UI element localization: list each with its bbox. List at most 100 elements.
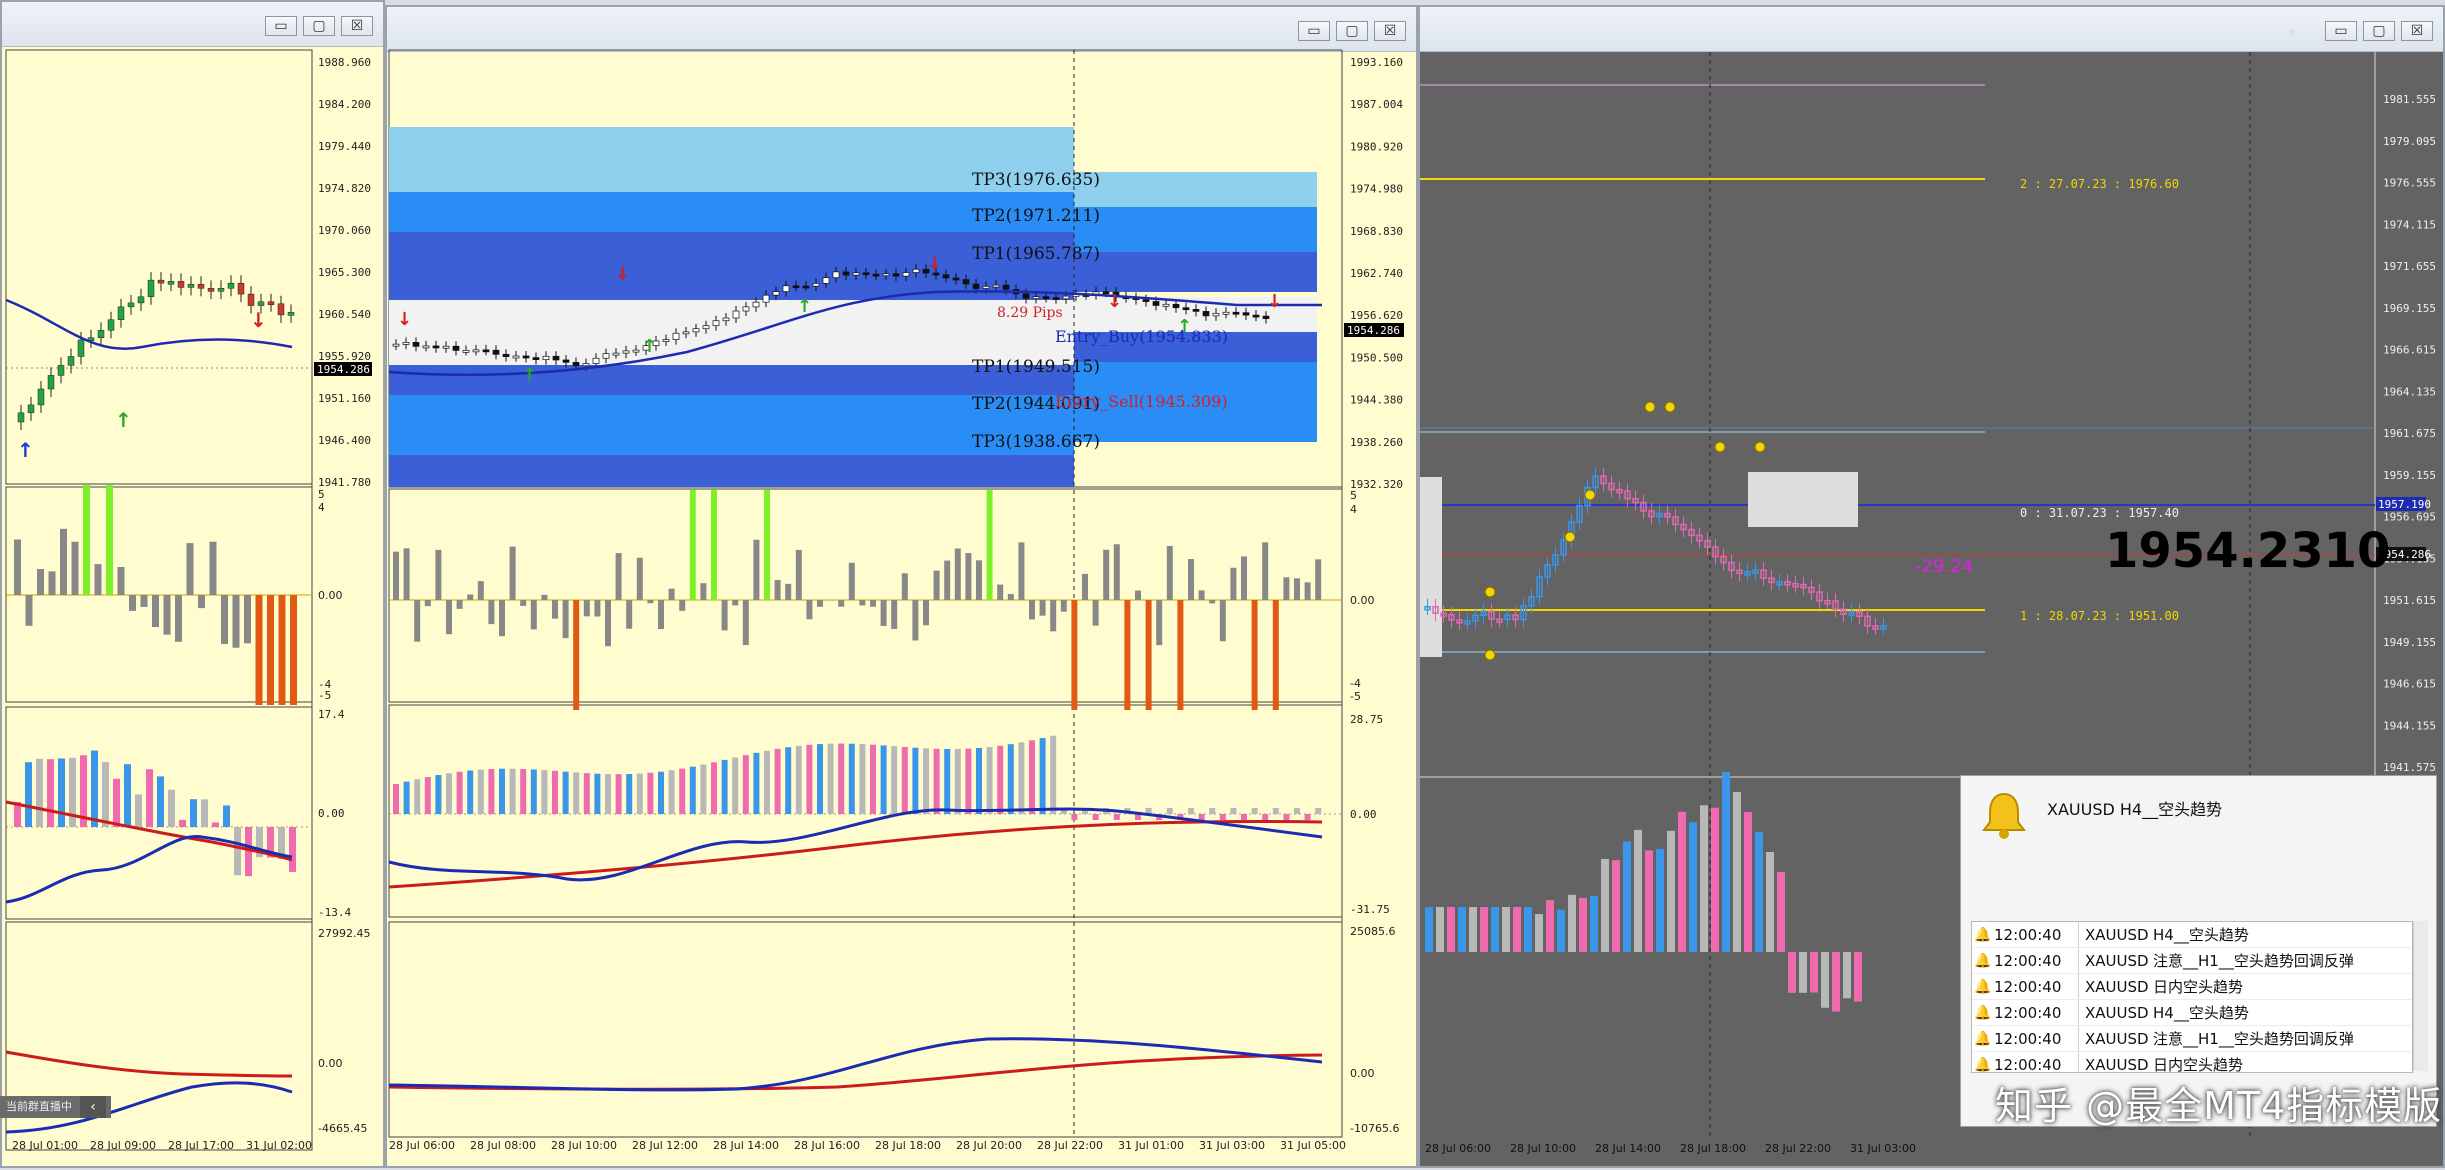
- tooltip-collapse-button[interactable]: ‹: [80, 1096, 106, 1118]
- ind-bar: [1645, 850, 1653, 952]
- alert-scrollbar[interactable]: [2413, 921, 2428, 1071]
- price-label: 1969.155: [2383, 302, 2436, 315]
- ind-bar: [1634, 830, 1642, 952]
- ind1-bar: [1082, 574, 1088, 600]
- column-divider: [2078, 922, 2079, 947]
- sell-arrow: ↓: [250, 308, 267, 332]
- ind1-bar: [1220, 600, 1226, 641]
- candle: [248, 294, 254, 305]
- candle: [583, 364, 589, 366]
- ind2-bar: [785, 747, 791, 814]
- price-label: 1946.615: [2383, 678, 2436, 691]
- time-label: 31 Jul 03:00: [1199, 1139, 1265, 1152]
- ind1-bar: [1230, 568, 1236, 600]
- candle: [743, 307, 749, 311]
- ind-bar: [1700, 805, 1708, 952]
- ind-bar: [1524, 907, 1532, 952]
- price-label: 1956.620: [1350, 309, 1403, 322]
- candle: [138, 297, 144, 303]
- price-label: 1993.160: [1350, 56, 1403, 69]
- ind2-bar: [743, 755, 749, 814]
- tp-label: TP3(1976.635): [972, 170, 1100, 190]
- ind1-label: -5: [1350, 690, 1361, 703]
- ind1-bar: [1040, 600, 1046, 616]
- candle: [823, 278, 829, 284]
- ind1-bar: [14, 540, 21, 595]
- candle: [953, 278, 959, 280]
- ind1-bar: [647, 600, 653, 603]
- ind-bar: [1590, 896, 1598, 952]
- ind2-bar: [425, 777, 431, 814]
- ind2-bar: [573, 772, 579, 814]
- time-label: 31 Jul 01:00: [1118, 1139, 1184, 1152]
- candle: [228, 283, 234, 288]
- ind3-label: -4665.45: [318, 1122, 367, 1135]
- candle: [68, 356, 74, 365]
- ind1-bar: [106, 485, 113, 595]
- candle: [463, 350, 469, 352]
- ind2-bar: [289, 827, 296, 872]
- ind1-bar: [118, 567, 125, 595]
- ind1-bar: [955, 548, 961, 600]
- ind1-bar: [785, 584, 791, 600]
- ind-bar: [1788, 952, 1796, 993]
- candle: [28, 405, 34, 413]
- ind2-bar: [201, 799, 208, 827]
- bell-icon: 🔔: [1972, 1031, 1994, 1047]
- ind2-label: -13.4: [318, 906, 351, 919]
- candle: [128, 303, 134, 307]
- ind2-bar: [1209, 808, 1215, 814]
- big-price: 1954.2310: [2105, 523, 2390, 579]
- ind1-bar: [1114, 544, 1120, 600]
- ind-bar: [1832, 952, 1840, 1012]
- ind1-bar: [1135, 591, 1141, 600]
- ind2-bar: [47, 759, 54, 827]
- ind2-bar: [1220, 814, 1226, 820]
- chart-canvas-left[interactable]: 1988.9601984.2001979.4401974.8201970.060…: [2, 2, 387, 1170]
- tp-zone: [389, 260, 1074, 300]
- ind1-bar: [1294, 578, 1300, 600]
- candle: [1233, 312, 1239, 314]
- ind1-bar: [732, 600, 738, 605]
- ind2-label: 0.00: [318, 807, 345, 820]
- ind1-bar: [584, 600, 590, 616]
- candle: [973, 284, 979, 289]
- candle: [1183, 308, 1189, 310]
- ind-bar: [1843, 952, 1851, 998]
- ind2-bar: [404, 782, 410, 814]
- candle: [1243, 313, 1249, 315]
- price-label: 1955.920: [318, 350, 371, 363]
- candle: [883, 274, 889, 276]
- ind1-bar: [764, 490, 770, 600]
- ind1-bar: [817, 600, 823, 607]
- ind2-bar: [1252, 808, 1258, 814]
- ind1-bar: [1093, 600, 1099, 626]
- ind1-bar: [605, 600, 611, 646]
- ind-bar: [1601, 859, 1609, 952]
- price-label: 1964.135: [2383, 385, 2436, 398]
- ind2-bar: [1188, 808, 1194, 814]
- ind1-bar: [722, 600, 728, 630]
- ind2-bar: [168, 790, 175, 827]
- current-price: 1954.286: [1347, 324, 1400, 337]
- ind2-bar: [467, 771, 473, 814]
- ind1-bar: [1146, 600, 1152, 710]
- time-label: 28 Jul 09:00: [90, 1139, 156, 1152]
- chart-canvas-middle[interactable]: 1993.1601987.0041980.9201974.9801968.830…: [387, 7, 1420, 1170]
- ind1-bar: [210, 542, 217, 595]
- signal-dot: [1585, 490, 1595, 500]
- ind2-bar: [753, 753, 759, 814]
- candle: [1263, 316, 1269, 319]
- ind2-bar: [891, 746, 897, 814]
- ind-bar: [1447, 907, 1455, 952]
- buy-arrow: ↑: [522, 365, 537, 386]
